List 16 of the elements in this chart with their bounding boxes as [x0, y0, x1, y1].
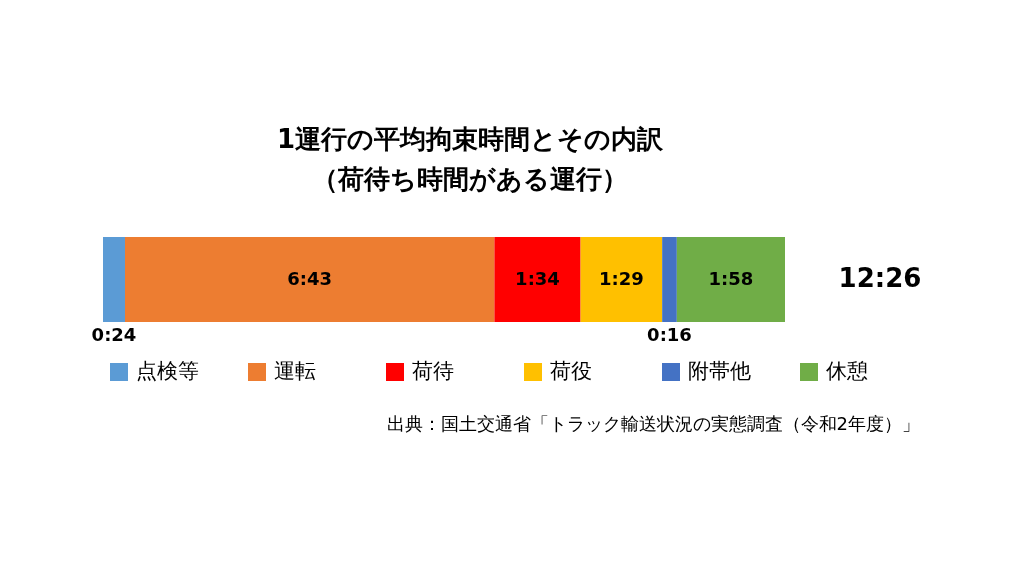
data-label: 1:29	[598, 267, 644, 289]
data-label: 1:58	[708, 267, 754, 289]
legend: 荷役	[550, 359, 592, 383]
total: 12:26	[838, 263, 922, 293]
title: 1運行の平均拘束時間とその内訳	[276, 123, 664, 154]
legend: 休憩	[826, 359, 868, 383]
legend: 点検等	[136, 359, 199, 383]
data-label: 6:43	[287, 267, 333, 289]
data-label: 0:16	[647, 324, 692, 345]
legend: 荷待	[412, 359, 454, 383]
data-label: 0:24	[91, 324, 137, 345]
data-label: 1:34	[515, 267, 560, 289]
subtitle: （荷待ち時間がある運行）	[312, 163, 628, 194]
annotation: 出典：国土交通省「トラック輸送状況の実態調査（令和2年度）」	[386, 413, 920, 434]
legend: 運転	[274, 359, 316, 383]
legend: 附帯他	[688, 359, 751, 383]
